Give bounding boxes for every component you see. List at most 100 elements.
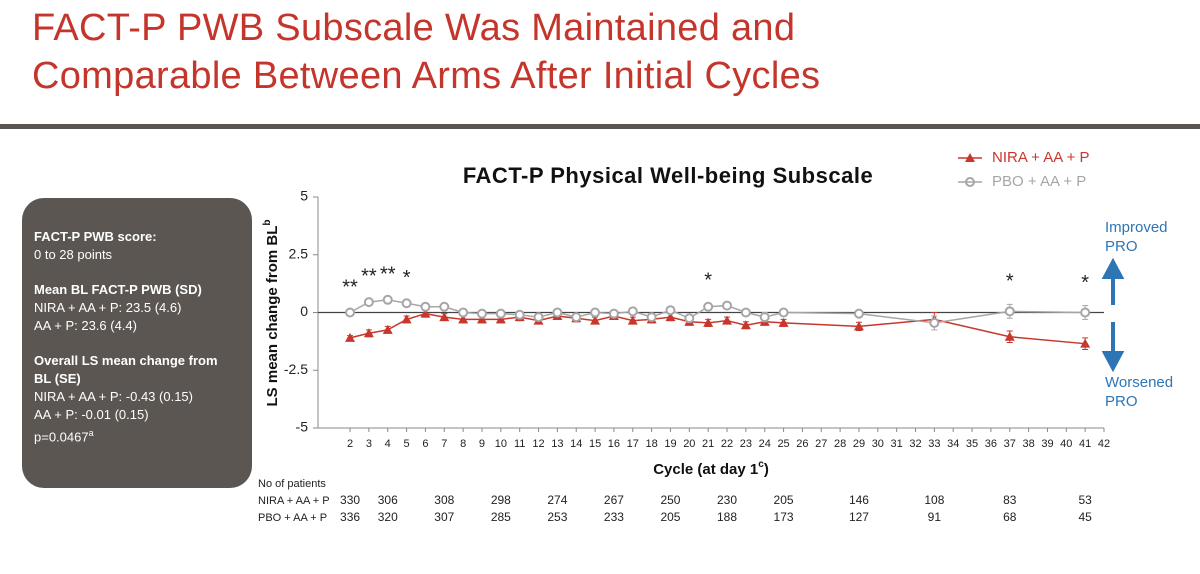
box-line: NIRA + AA + P: 23.5 (4.6) (34, 300, 182, 315)
point-marker (1004, 306, 1015, 317)
box-line: 0 to 28 points (34, 247, 113, 262)
x-tick-label: 27 (815, 438, 827, 450)
patients-count: 91 (928, 510, 942, 524)
point-marker (495, 314, 506, 324)
point-marker (590, 315, 601, 325)
point-marker (853, 321, 864, 331)
significance-mark: ** (361, 266, 377, 288)
p-value-sup: a (88, 428, 94, 438)
point-marker (1080, 307, 1091, 318)
point-marker (722, 300, 733, 311)
x-tick-label: 12 (532, 438, 544, 450)
patients-count: 307 (434, 510, 454, 524)
x-tick-label: 40 (1060, 438, 1072, 450)
y-tick-label: 2.5 (289, 245, 309, 261)
x-label-sup: c (758, 459, 764, 470)
point-marker (458, 314, 469, 324)
x-tick-label: 11 (514, 438, 525, 450)
x-tick-label: 3 (366, 438, 372, 450)
point-marker (759, 312, 770, 323)
title-line: Comparable Between Arms After Initial Cy… (32, 55, 821, 97)
point-marker (552, 307, 563, 318)
x-tick-label: 6 (422, 438, 428, 450)
point-marker (439, 301, 450, 312)
x-tick-label: 33 (928, 438, 940, 450)
point-marker (476, 308, 487, 319)
box-heading: Mean BL FACT-P PWB (SD) (34, 282, 202, 297)
patients-count: 205 (660, 510, 680, 524)
patients-count: 205 (774, 493, 794, 507)
patients-row-label: PBO + AA + P (258, 512, 327, 524)
y-tick-label: 0 (300, 303, 308, 319)
slide-title: FACT-P PWB Subscale Was Maintained and C… (32, 4, 820, 100)
x-tick-label: 20 (683, 438, 695, 450)
patients-count: 267 (604, 493, 624, 507)
x-tick-label: 31 (891, 438, 903, 450)
x-tick-label: 32 (909, 438, 921, 450)
x-tick-label: 17 (627, 438, 639, 450)
chart-title: FACT-P Physical Well-being Subscale (463, 163, 873, 188)
box-section: Overall LS mean change from BL (SE) NIRA … (34, 352, 238, 424)
y-tick-label: -2.5 (284, 361, 308, 377)
point-marker (684, 313, 695, 324)
x-tick-label: 34 (947, 438, 959, 450)
patients-count: 320 (378, 510, 398, 524)
x-tick-label: 16 (608, 438, 620, 450)
significance-mark: ** (380, 263, 396, 285)
box-section: Mean BL FACT-P PWB (SD) NIRA + AA + P: 23… (34, 281, 238, 335)
patients-count: 146 (849, 493, 869, 507)
point-marker (363, 328, 374, 338)
x-tick-label: 29 (853, 438, 865, 450)
patients-count: 274 (547, 493, 567, 507)
summary-box: FACT-P PWB score: 0 to 28 points Mean BL F… (22, 198, 252, 488)
point-marker (627, 315, 638, 325)
patients-count: 68 (1003, 510, 1017, 524)
y-axis-label: LS mean change from BLb (262, 220, 281, 407)
point-marker (458, 307, 469, 318)
improved-label: Improved (1105, 219, 1168, 236)
point-marker (740, 320, 751, 330)
x-tick-label: 42 (1098, 438, 1110, 450)
x-tick-label: 13 (551, 438, 563, 450)
x-tick-label: 28 (834, 438, 846, 450)
point-marker (778, 307, 789, 318)
point-marker (439, 312, 450, 322)
significance-mark: ** (342, 276, 358, 298)
significance-mark: * (1081, 272, 1089, 294)
header-rule (0, 124, 1200, 129)
x-tick-label: 14 (570, 438, 582, 450)
significance-mark: * (704, 270, 712, 292)
x-tick-label: 30 (872, 438, 884, 450)
point-marker (665, 312, 676, 322)
patients-count: 330 (340, 493, 360, 507)
point-marker (345, 332, 356, 342)
point-marker (382, 294, 393, 305)
improved-label: PRO (1105, 238, 1138, 255)
y-tick-label: 5 (300, 188, 308, 204)
x-tick-label: 24 (759, 438, 771, 450)
patients-count: 83 (1003, 493, 1017, 507)
x-tick-label: 15 (589, 438, 601, 450)
point-marker (722, 315, 733, 325)
patients-count: 108 (924, 493, 944, 507)
point-marker (401, 298, 412, 309)
patients-count: 308 (434, 493, 454, 507)
box-line: NIRA + AA + P: -0.43 (0.15) (34, 389, 193, 404)
patients-count: 45 (1078, 510, 1092, 524)
significance-mark: * (403, 267, 411, 289)
x-axis-label: Cycle (at day 1c) (653, 459, 769, 478)
x-tick-label: 7 (441, 438, 447, 450)
point-marker (740, 307, 751, 318)
x-tick-label: 5 (404, 438, 410, 450)
point-marker (627, 306, 638, 317)
y-tick-label: -5 (296, 419, 309, 435)
worsened-label: Worsened (1105, 374, 1173, 391)
box-heading: Overall LS mean change from BL (SE) (34, 353, 218, 386)
x-tick-label: 9 (479, 438, 485, 450)
patients-count: 253 (547, 510, 567, 524)
point-marker (382, 324, 393, 334)
patients-count: 306 (378, 493, 398, 507)
x-tick-label: 8 (460, 438, 466, 450)
point-marker (608, 308, 619, 319)
patients-count: 285 (491, 510, 511, 524)
